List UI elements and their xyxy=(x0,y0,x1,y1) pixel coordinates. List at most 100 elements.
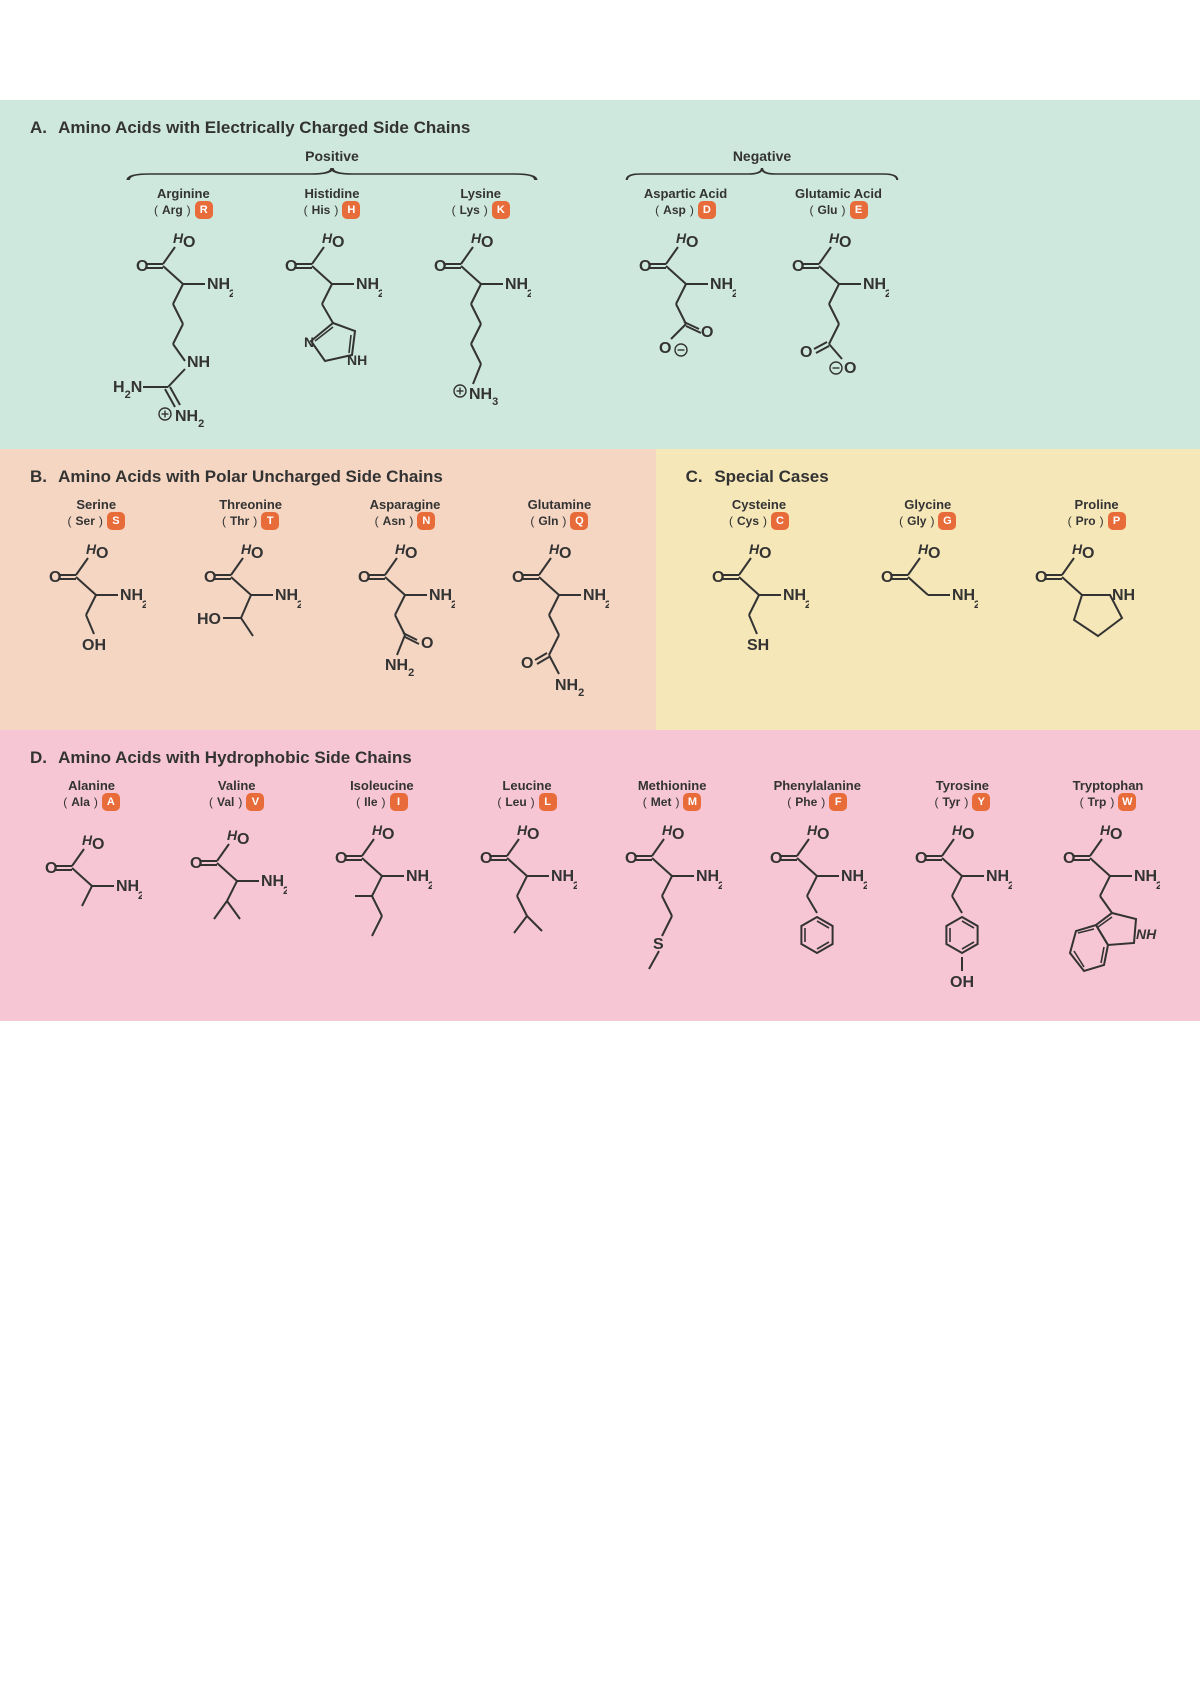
structure-lysine: NH3 xyxy=(421,229,541,429)
structure-methionine: S xyxy=(617,821,727,991)
structure-glycine xyxy=(868,540,988,640)
structure-histidine: N NH xyxy=(267,229,397,399)
aa-serine: Serine (Ser) S OH xyxy=(22,497,170,670)
svg-text:NH3: NH3 xyxy=(469,386,498,408)
aa-abbr: Tyr xyxy=(943,795,961,809)
aa-abbr: Asp xyxy=(663,203,686,217)
aa-code-badge: K xyxy=(492,201,510,219)
panel-b-title-text: Amino Acids with Polar Uncharged Side Ch… xyxy=(58,467,443,486)
panel-d-title: D. Amino Acids with Hydrophobic Side Cha… xyxy=(30,748,1178,768)
aa-name: Valine xyxy=(209,778,264,793)
aa-code-badge: N xyxy=(417,512,435,530)
svg-text:NH: NH xyxy=(1112,587,1135,604)
svg-text:NH2: NH2 xyxy=(385,657,414,679)
svg-text:O: O xyxy=(421,635,433,652)
aa-abbr: Val xyxy=(217,795,234,809)
aa-abbr: Arg xyxy=(162,203,183,217)
structure-proline: O H O NH xyxy=(1032,540,1162,670)
aa-abbr: Glu xyxy=(818,203,838,217)
aa-alanine: Alanine (Ala) A xyxy=(22,778,161,931)
aa-abbr: Asn xyxy=(383,514,406,528)
aa-methionine: Methionine (Met) M S xyxy=(603,778,742,991)
aa-code-badge: Q xyxy=(570,512,588,530)
structure-asparagine: O NH2 xyxy=(345,540,465,700)
aa-abbr: Trp xyxy=(1088,795,1107,809)
aa-name: Leucine xyxy=(497,778,556,793)
aa-code-badge: P xyxy=(1108,512,1126,530)
aa-code-badge: E xyxy=(850,201,868,219)
svg-text:S: S xyxy=(653,936,664,953)
aa-phenylalanine: Phenylalanine (Phe) F xyxy=(748,778,887,991)
aa-code-badge: L xyxy=(539,793,557,811)
aa-glutamic: Glutamic Acid (Glu) E xyxy=(765,186,912,399)
svg-text:NH: NH xyxy=(187,354,210,371)
aa-code-badge: I xyxy=(390,793,408,811)
structure-glutamic: O O xyxy=(774,229,904,399)
structure-serine: OH xyxy=(36,540,156,670)
panel-special: C. Special Cases Cysteine (Cys) C xyxy=(656,449,1200,730)
aa-abbr: Cys xyxy=(737,514,759,528)
panel-a-title-text: Amino Acids with Electrically Charged Si… xyxy=(58,118,470,137)
aa-isoleucine: Isoleucine (Ile) I xyxy=(312,778,451,971)
aa-name: Isoleucine xyxy=(350,778,414,793)
aa-tryptophan: Tryptophan (Trp) W NH xyxy=(1038,778,1178,1011)
svg-text:NH: NH xyxy=(1136,926,1157,942)
aa-name: Alanine xyxy=(63,778,120,793)
aa-threonine: Threonine (Thr) T HO xyxy=(176,497,324,670)
group-negative: Negative Aspartic Acid (Asp) D xyxy=(612,148,912,439)
aa-asparagine: Asparagine (Asn) N O xyxy=(331,497,479,700)
aa-histidine: Histidine (His) H xyxy=(261,186,404,399)
svg-text:NH: NH xyxy=(347,352,367,368)
structure-leucine xyxy=(472,821,582,971)
aa-lysine: Lysine (Lys) K xyxy=(409,186,552,429)
aa-name: Histidine xyxy=(304,186,361,201)
svg-text:O: O xyxy=(701,324,713,341)
aa-glycine: Glycine (Gly) G xyxy=(846,497,1009,640)
aa-cysteine: Cysteine (Cys) C SH xyxy=(678,497,841,680)
aa-code-badge: W xyxy=(1118,793,1136,811)
aa-abbr: Gly xyxy=(907,514,926,528)
svg-text:OH: OH xyxy=(82,637,106,654)
aa-abbr: Thr xyxy=(230,514,249,528)
svg-text:O: O xyxy=(844,360,856,377)
aa-name: Glutamine xyxy=(528,497,592,512)
brace-icon xyxy=(624,168,900,182)
svg-text:O: O xyxy=(1082,545,1094,562)
group-positive-label: Positive xyxy=(112,148,552,164)
structure-cysteine: SH xyxy=(699,540,819,680)
aa-code-badge: G xyxy=(938,512,956,530)
aa-code-badge: H xyxy=(342,201,360,219)
aa-name: Tryptophan xyxy=(1073,778,1144,793)
structure-arginine: NH H2N NH2 xyxy=(113,229,253,439)
svg-text:HO: HO xyxy=(197,611,221,628)
panel-c-title-text: Special Cases xyxy=(714,467,828,486)
aa-abbr: Pro xyxy=(1076,514,1096,528)
svg-text:SH: SH xyxy=(747,637,769,654)
aa-abbr: His xyxy=(312,203,331,217)
aa-name: Threonine xyxy=(219,497,282,512)
aa-name: Aspartic Acid xyxy=(644,186,727,201)
panel-c-title: C. Special Cases xyxy=(686,467,1178,487)
panel-d-title-text: Amino Acids with Hydrophobic Side Chains xyxy=(58,748,412,767)
aa-code-badge: R xyxy=(195,201,213,219)
structure-threonine: HO xyxy=(191,540,311,670)
aa-leucine: Leucine (Leu) L xyxy=(457,778,596,971)
panel-hydrophobic: D. Amino Acids with Hydrophobic Side Cha… xyxy=(0,730,1200,1021)
group-negative-label: Negative xyxy=(612,148,912,164)
aa-name: Lysine xyxy=(452,186,510,201)
aa-abbr: Phe xyxy=(795,795,817,809)
structure-aspartic: O O xyxy=(621,229,751,379)
svg-text:N: N xyxy=(304,334,314,350)
aa-name: Proline xyxy=(1068,497,1126,512)
aa-code-badge: C xyxy=(771,512,789,530)
aa-code-badge: M xyxy=(683,793,701,811)
structure-tyrosine: OH xyxy=(902,821,1022,1011)
aa-valine: Valine (Val) V xyxy=(167,778,306,951)
svg-text:NH2: NH2 xyxy=(175,408,204,430)
aa-name: Phenylalanine xyxy=(774,778,861,793)
svg-text:OH: OH xyxy=(950,974,974,991)
aa-code-badge: Y xyxy=(972,793,990,811)
aa-code-badge: D xyxy=(698,201,716,219)
aa-name: Arginine xyxy=(154,186,213,201)
aa-arginine: Arginine (Arg) R xyxy=(112,186,255,439)
